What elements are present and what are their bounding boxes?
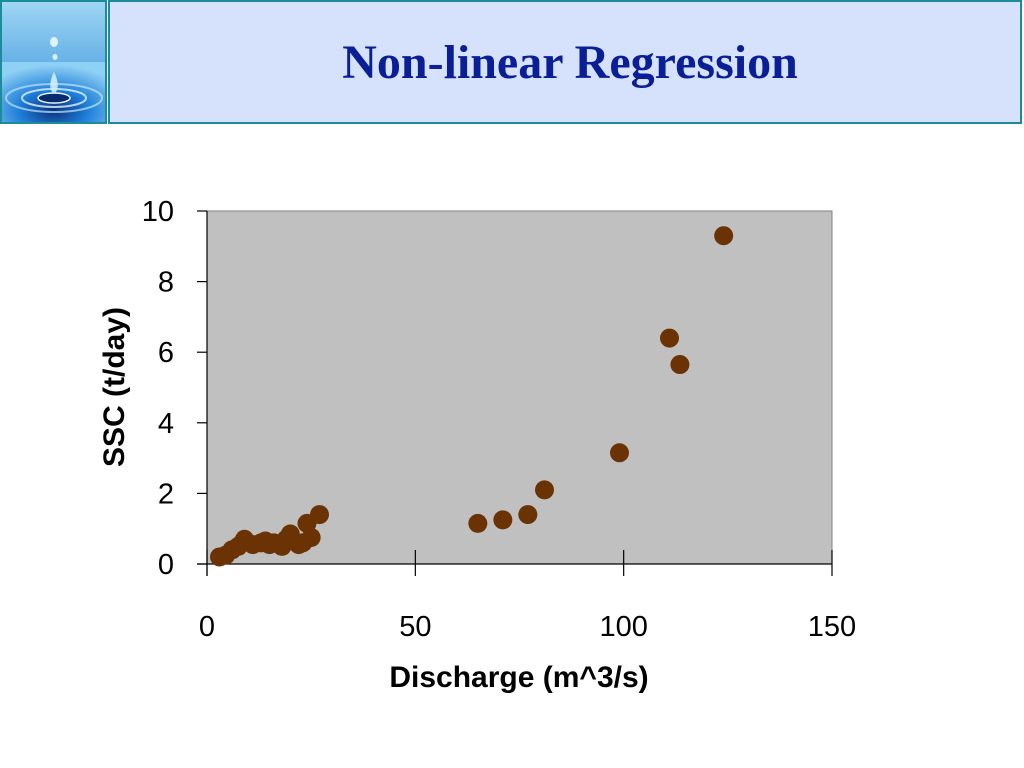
y-tick-label: 0 — [158, 549, 174, 581]
x-tick-label: 50 — [399, 611, 431, 643]
x-tick-label: 100 — [599, 611, 647, 643]
x-tick-label: 0 — [199, 611, 215, 643]
data-point — [301, 528, 321, 548]
y-tick-label: 6 — [158, 337, 174, 369]
y-tick-label: 10 — [142, 196, 174, 228]
data-point — [310, 505, 329, 525]
data-point — [610, 443, 629, 463]
data-points — [210, 226, 734, 567]
logo-box — [0, 0, 107, 124]
data-point — [518, 505, 538, 525]
x-axis-ticks: 0 50 100 150 — [199, 550, 856, 643]
data-point — [535, 480, 554, 500]
data-point — [670, 355, 690, 375]
y-axis-title: SSC (t/day) — [98, 307, 131, 467]
title-bar: Non-linear Regression — [108, 0, 1022, 124]
data-point — [468, 513, 488, 533]
axes — [197, 211, 832, 576]
y-tick-label: 8 — [158, 267, 174, 299]
x-tick-label: 150 — [808, 611, 856, 643]
y-axis-ticks: 0 2 4 6 8 10 — [142, 196, 207, 581]
x-axis-title: Discharge (m^3/s) — [389, 661, 648, 694]
slide-title: Non-linear Regression — [342, 35, 798, 89]
data-point — [714, 226, 734, 246]
y-tick-label: 4 — [158, 408, 174, 440]
data-point — [493, 510, 513, 530]
plot-area — [206, 210, 833, 565]
water-drop-icon — [2, 2, 105, 122]
data-point — [660, 328, 679, 348]
slide-header: Non-linear Regression — [0, 0, 1024, 126]
y-tick-label: 2 — [158, 478, 174, 510]
